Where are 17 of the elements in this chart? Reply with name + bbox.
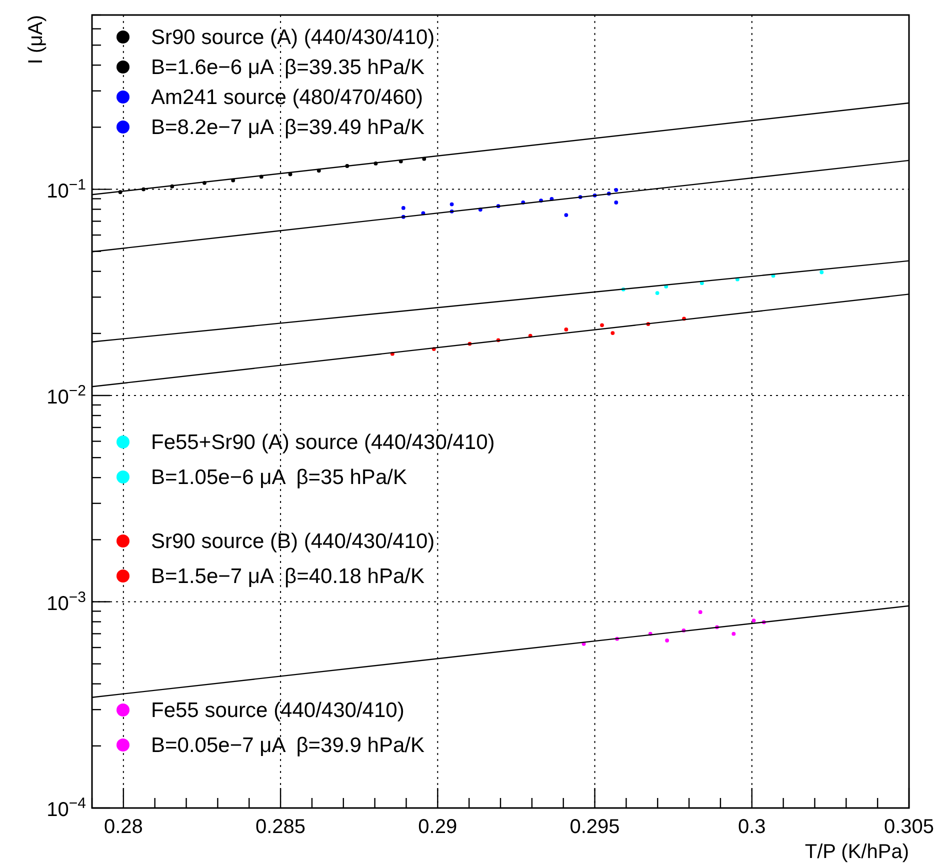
x-tick-label: 0.305 [884,816,934,838]
y-tick-label: 10$^{−1}$ [46,176,86,202]
y-axis-title: I (μA) [25,15,47,64]
x-axis-title: T/P (K/hPa) [804,841,909,863]
y-tick-label: 10$^{−4}$ [46,794,86,821]
legend-label: Sr90 source (B) (440/430/410) B=1.5e−7 μA β=40.18 hPa/K [151,530,435,588]
x-tick-label: 0.3 [738,816,766,838]
legend-label: Fe55 source (440/430/410) B=0.05e−7 μA β=39.9 hPa/K [151,699,424,757]
legend-label: Fe55+Sr90 (A) source (440/430/410) B=1.05e−6 μA β=35 hPa/K [151,431,495,489]
x-tick-label: 0.29 [418,816,458,838]
x-tick-label: 0.285 [256,816,306,838]
legend-label: Am241 source (480/470/460) B=8.2e−7 μA β=39.49 hPa/K [151,86,424,139]
x-tick-label: 0.28 [104,816,143,838]
x-tick-label: 0.295 [570,816,620,838]
legend-label: Sr90 source (A) (440/430/410) B=1.6e−6 μA β=39.35 hPa/K [151,26,435,79]
y-tick-label: 10$^{−2}$ [46,382,86,409]
y-tick-label: 10$^{−3}$ [46,588,86,615]
